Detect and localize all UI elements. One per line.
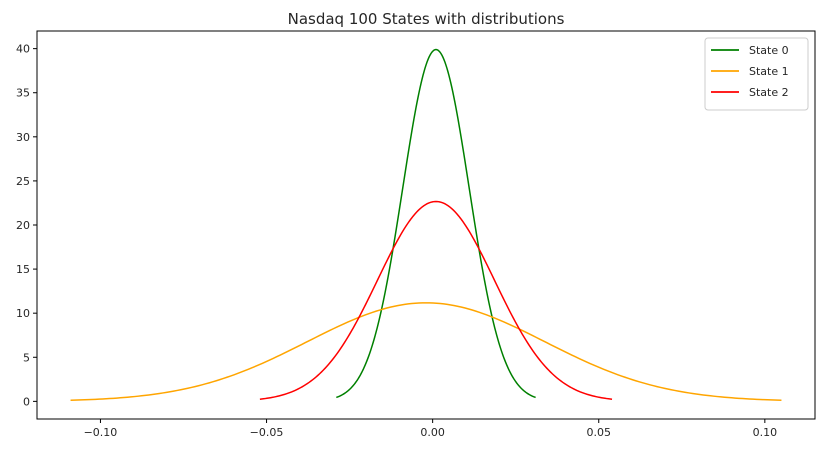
y-tick-label: 5 [23,351,30,364]
y-tick-label: 35 [16,87,30,100]
x-tick-label: −0.05 [250,426,284,439]
y-tick-label: 20 [16,219,30,232]
plot-frame [36,30,816,420]
x-tick-label: 0.05 [586,426,611,439]
legend-label-0: State 0 [749,44,789,57]
y-tick-label: 15 [16,263,30,276]
y-tick-label: 40 [16,43,30,56]
legend-label-2: State 2 [749,86,789,99]
x-tick-label: 0.00 [420,426,445,439]
series-line-2 [259,200,613,400]
y-tick-label: 25 [16,175,30,188]
y-tick-label: 0 [23,395,30,408]
series-line-0 [336,48,536,399]
chart-title: Nasdaq 100 States with distributions [288,10,565,28]
series-line-1 [70,302,782,402]
y-tick-label: 10 [16,307,30,320]
legend-label-1: State 1 [749,65,789,78]
x-axis: −0.10 −0.05 0.00 0.05 0.10 [84,419,777,439]
y-axis: 0 5 10 15 20 25 30 35 40 [16,43,37,408]
legend: State 0 State 1 State 2 [704,37,809,111]
x-tick-label: 0.10 [753,426,778,439]
y-tick-label: 30 [16,131,30,144]
x-tick-label: −0.10 [84,426,118,439]
plot-lines [70,48,782,402]
